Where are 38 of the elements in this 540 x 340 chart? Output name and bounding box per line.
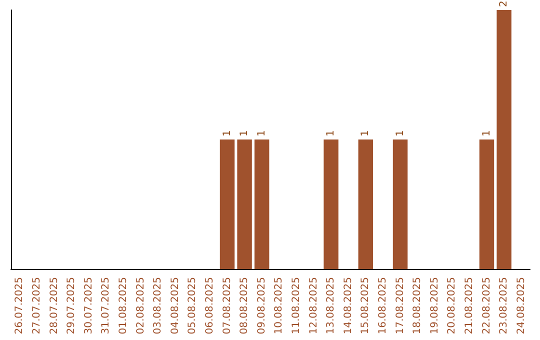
x-tick-label: 03.08.2025 (152, 277, 164, 334)
x-tick-label: 04.08.2025 (170, 277, 181, 334)
x-tick-label: 09.08.2025 (256, 277, 268, 334)
x-tick-label: 02.08.2025 (135, 277, 146, 334)
data-label: 2 (498, 0, 510, 7)
x-tick-label: 21.08.2025 (464, 277, 475, 334)
x-tick-label: 01.08.2025 (118, 277, 129, 334)
x-tick-label: 26.07.2025 (14, 277, 26, 334)
data-label: 1 (481, 130, 492, 136)
data-label: 1 (360, 130, 372, 136)
data-label: 1 (239, 130, 250, 136)
x-tick-label: 18.08.2025 (412, 277, 424, 334)
data-label: 1 (326, 130, 337, 136)
x-tick-label: 15.08.2025 (360, 277, 372, 334)
x-tick-label: 29.07.2025 (66, 277, 78, 334)
x-tick-label: 20.08.2025 (446, 277, 458, 334)
x-tick-label: 12.08.2025 (308, 277, 320, 334)
x-tick-label: 23.08.2025 (498, 277, 510, 334)
x-tick-label: 13.08.2025 (326, 277, 337, 334)
data-label: 1 (222, 130, 233, 136)
x-tick-label: 10.08.2025 (274, 277, 285, 334)
x-tick-label: 28.07.2025 (48, 277, 60, 334)
x-tick-label: 24.08.2025 (516, 277, 527, 334)
x-tick-label: 06.08.2025 (204, 277, 216, 334)
x-tick-label: 14.08.2025 (342, 277, 354, 334)
x-tick-label: 30.07.2025 (83, 277, 94, 334)
x-tick-label: 27.07.2025 (31, 277, 42, 334)
x-tick-label: 16.08.2025 (377, 277, 388, 334)
x-tick-label: 19.08.2025 (429, 277, 440, 334)
x-tick-label: 05.08.2025 (187, 277, 198, 334)
x-tick-label: 17.08.2025 (394, 277, 406, 334)
x-tick-label: 31.07.2025 (100, 277, 112, 334)
x-tick-label: 07.08.2025 (222, 277, 233, 334)
x-tick-label: 11.08.2025 (290, 277, 302, 334)
data-label: 1 (394, 130, 406, 136)
x-tick-label: 22.08.2025 (481, 277, 492, 334)
data-label: 1 (256, 130, 268, 136)
x-tick-label: 08.08.2025 (239, 277, 250, 334)
